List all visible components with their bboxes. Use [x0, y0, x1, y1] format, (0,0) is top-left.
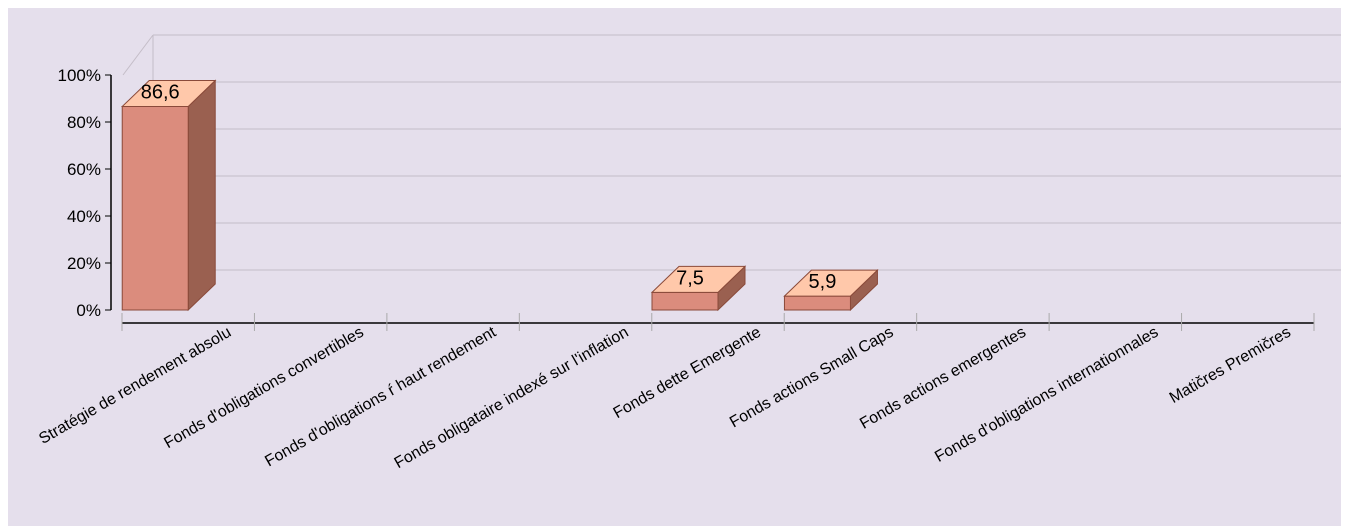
- y-tick-label: 60%: [67, 160, 101, 179]
- bar-front: [651, 291, 719, 311]
- y-tick-label: 20%: [67, 254, 101, 273]
- category-label: Fonds obligataire indexé sur l'inflation: [392, 324, 632, 472]
- y-tick-label: 100%: [58, 66, 101, 85]
- axis-layer: 0% 20% 40% 60% 80% 100%: [58, 66, 1315, 331]
- bar-front: [121, 105, 189, 311]
- bar: [783, 268, 879, 312]
- bar-chart: 0% 20% 40% 60% 80% 100% Stratégie de rendemen…: [36, 34, 1341, 472]
- bar-top: [120, 79, 217, 107]
- data-label: 86,6: [141, 81, 180, 103]
- chart-panel: 0% 20% 40% 60% 80% 100% Stratégie de rendemen…: [8, 8, 1341, 526]
- y-tick-label: 40%: [67, 207, 101, 226]
- bar-layer: [120, 79, 879, 312]
- category-label: Matičres Premičres: [1167, 324, 1294, 407]
- bar: [650, 265, 747, 312]
- y-tick-label: 0%: [76, 301, 101, 320]
- bar-side: [187, 79, 216, 312]
- category-label: Fonds d'obligations ŕ haut rendement: [262, 323, 499, 470]
- bar-front: [783, 295, 851, 311]
- category-label: Fonds d'obligations internationnales: [932, 324, 1161, 466]
- gridline-depth: [122, 34, 154, 76]
- bar-top: [783, 269, 879, 297]
- bar: [120, 79, 217, 312]
- data-label: 5,9: [809, 271, 837, 293]
- bar-top: [650, 265, 747, 293]
- data-label: 7,5: [676, 267, 704, 289]
- y-tick-label: 80%: [67, 113, 101, 132]
- category-label: Fonds dette Emergente: [611, 324, 764, 422]
